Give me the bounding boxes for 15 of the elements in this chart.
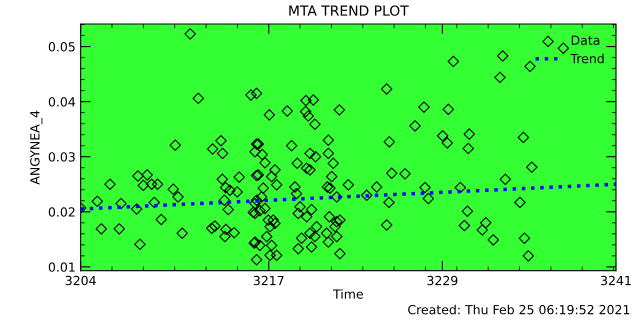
y-tick-label: 0.05 xyxy=(48,42,75,52)
x-tick-label: 3217 xyxy=(254,276,284,286)
x-tick-label: 3204 xyxy=(66,276,96,286)
y-tick-label: 0.02 xyxy=(48,207,75,217)
text: Created: Thu Feb 25 06:19:52 2021 xyxy=(408,304,630,314)
chart-title: MTA TREND PLOT xyxy=(289,5,409,16)
y-tick-label: 0.04 xyxy=(48,97,76,107)
x-tick-label: 3229 xyxy=(427,276,458,286)
legend-label: Data xyxy=(572,36,600,45)
y-axis-title: ANGYNEA_4 xyxy=(30,110,42,185)
x-axis-title: Time xyxy=(332,289,363,299)
x-tick-label: 3241 xyxy=(601,276,631,286)
y-tick-label: 0.01 xyxy=(48,262,75,272)
y-tick-label: 0.03 xyxy=(48,152,75,162)
legend-label: Trend xyxy=(570,54,604,64)
